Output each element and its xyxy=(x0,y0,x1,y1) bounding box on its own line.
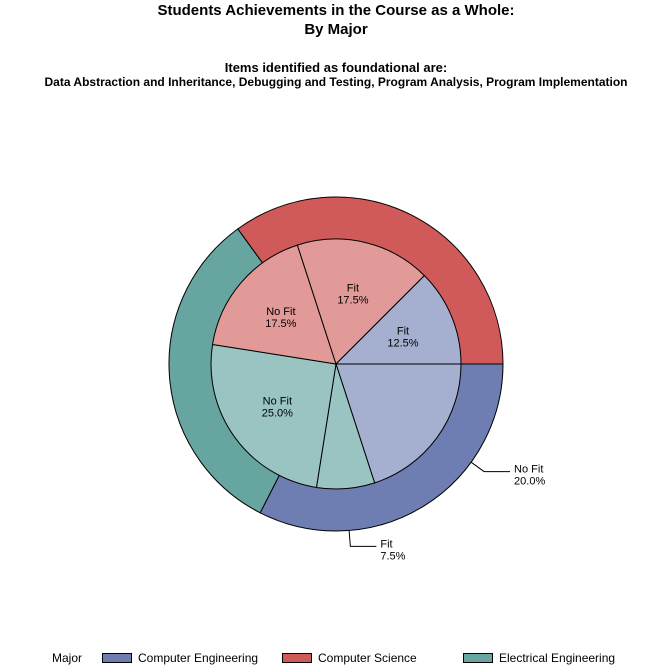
slice-percent: 17.5% xyxy=(337,295,368,307)
slice-percent: 20.0% xyxy=(514,476,545,488)
foundational-items: Data Abstraction and Inheritance, Debugg… xyxy=(44,75,628,89)
slice-label: Fit xyxy=(380,538,392,550)
slice-label: Fit xyxy=(347,283,359,295)
legend: Major Computer Engineering Computer Scie… xyxy=(0,650,672,666)
slice-percent: 12.5% xyxy=(387,337,418,349)
legend-label: Electrical Engineering xyxy=(499,651,616,665)
foundational-heading: Items identified as foundational are: xyxy=(224,60,448,75)
chart-title: Students Achievements in the Course as a… xyxy=(157,2,515,19)
legend-label: Computer Science xyxy=(318,651,417,665)
inner-slice-computer-engineering-no-fit xyxy=(335,363,462,484)
legend-swatch xyxy=(463,653,493,663)
inner-slice-computer-science-fit xyxy=(296,238,426,365)
chart-titles: Students Achievements in the Course as a… xyxy=(0,0,672,89)
chart-subtitle: By Major xyxy=(304,21,368,38)
inner-slice-electrical-engineering-no-fit xyxy=(210,343,337,489)
inner-slice-computer-engineering-fit xyxy=(334,274,462,365)
legend-swatch xyxy=(282,653,312,663)
legend-label: Computer Engineering xyxy=(138,651,259,665)
slice-label: Fit xyxy=(397,325,409,337)
slice-label: No Fit xyxy=(263,396,292,408)
legend-title: Major xyxy=(52,651,83,665)
slice-label: No Fit xyxy=(266,306,295,318)
slice-label: No Fit xyxy=(514,464,543,476)
leader-line xyxy=(470,461,511,473)
slice-percent: 7.5% xyxy=(380,550,405,562)
slice-percent: 17.5% xyxy=(265,318,296,330)
inner-slice-computer-science-no-fit xyxy=(211,244,337,365)
leader-line xyxy=(348,530,377,547)
slice-percent: 25.0% xyxy=(262,408,293,420)
legend-swatch xyxy=(102,653,132,663)
